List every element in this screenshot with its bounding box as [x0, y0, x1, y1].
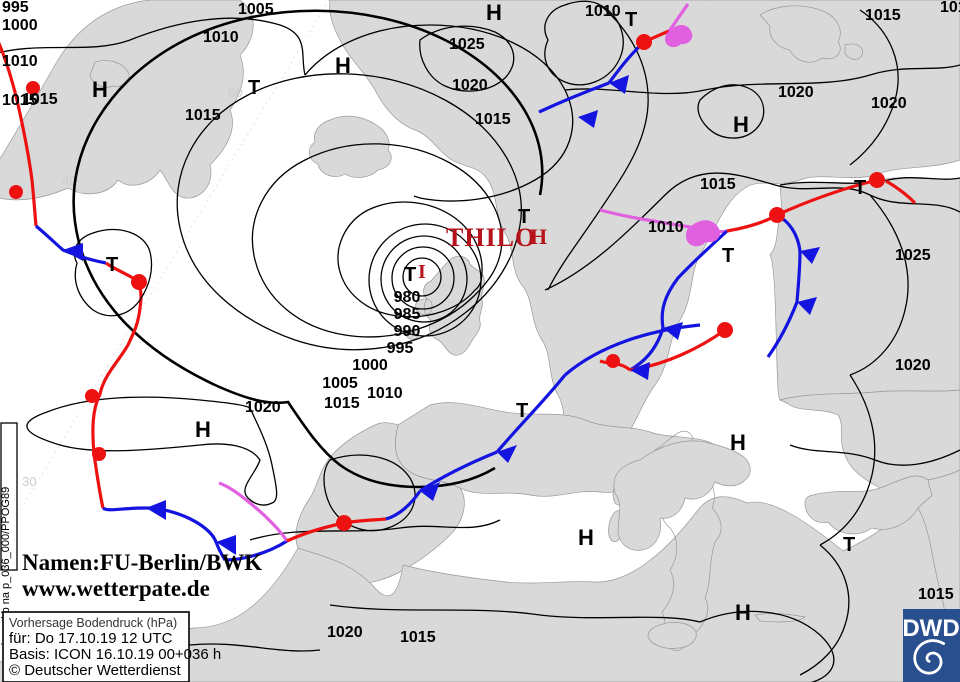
svg-text:985: 985 — [394, 306, 421, 323]
svg-text:Basis: ICON 16.10.19 00+036 h: Basis: ICON 16.10.19 00+036 h — [9, 646, 221, 663]
svg-text:1020: 1020 — [871, 95, 907, 112]
svg-text:1020: 1020 — [452, 77, 488, 94]
svg-text:Namen:FU-Berlin/BWK: Namen:FU-Berlin/BWK — [22, 550, 262, 575]
svg-text:995: 995 — [387, 340, 414, 357]
svg-text:H: H — [578, 525, 594, 550]
svg-text:1005: 1005 — [238, 1, 274, 18]
svg-text:T: T — [854, 177, 866, 199]
svg-text:T: T — [106, 254, 118, 276]
svg-text:www.wetterpate.de: www.wetterpate.de — [22, 576, 210, 601]
svg-text:H: H — [530, 224, 547, 249]
svg-text:1000: 1000 — [352, 357, 388, 374]
svg-text:1010: 1010 — [585, 3, 621, 20]
svg-text:1025: 1025 — [895, 247, 931, 264]
svg-text:1015: 1015 — [185, 107, 221, 124]
svg-text:1015: 1015 — [700, 176, 736, 193]
svg-text:I: I — [418, 261, 426, 283]
svg-text:H: H — [486, 0, 502, 25]
svg-text:1015: 1015 — [475, 111, 511, 128]
svg-text:990: 990 — [394, 323, 421, 340]
svg-text:T: T — [843, 534, 855, 556]
svg-text:1020: 1020 — [327, 624, 363, 641]
svg-text:T: T — [248, 77, 260, 99]
svg-text:101: 101 — [940, 0, 960, 16]
svg-text:H: H — [92, 77, 108, 102]
svg-text:Vorhersage Bodendruck (hPa): Vorhersage Bodendruck (hPa) — [9, 616, 177, 630]
svg-text:30: 30 — [22, 474, 36, 489]
svg-text:1020: 1020 — [778, 84, 814, 101]
svg-text:H: H — [730, 430, 746, 455]
svg-text:1015: 1015 — [324, 395, 360, 412]
svg-text:1005: 1005 — [322, 375, 358, 392]
svg-text:1025: 1025 — [449, 36, 485, 53]
svg-text:995: 995 — [2, 0, 29, 16]
svg-text:1020: 1020 — [245, 399, 281, 416]
svg-text:T: T — [404, 264, 416, 286]
svg-text:H: H — [335, 53, 351, 78]
svg-text:H: H — [735, 600, 751, 625]
svg-text:1010: 1010 — [648, 219, 684, 236]
svg-text:1015: 1015 — [865, 7, 901, 24]
svg-text:980: 980 — [394, 289, 421, 306]
svg-text:60: 60 — [228, 85, 242, 100]
svg-text:T: T — [518, 206, 530, 228]
svg-text:T: T — [722, 245, 734, 267]
svg-text:1015: 1015 — [400, 629, 436, 646]
svg-text:1015: 1015 — [22, 91, 58, 108]
svg-text:DWD: DWD — [902, 615, 959, 642]
svg-text:1010: 1010 — [2, 53, 38, 70]
svg-text:1000: 1000 — [2, 17, 38, 34]
svg-text:1020: 1020 — [895, 357, 931, 374]
svg-text:T: T — [625, 9, 637, 31]
svg-text:H: H — [733, 112, 749, 137]
svg-text:1010: 1010 — [203, 29, 239, 46]
svg-text:H: H — [195, 417, 211, 442]
svg-text:für: Do 17.10.19 12 UTC: für: Do 17.10.19 12 UTC — [9, 630, 173, 647]
svg-text:1010: 1010 — [367, 385, 403, 402]
svg-text:T: T — [516, 400, 528, 422]
svg-text:1015: 1015 — [918, 586, 954, 603]
svg-text:© Deutscher Wetterdienst: © Deutscher Wetterdienst — [9, 662, 182, 679]
